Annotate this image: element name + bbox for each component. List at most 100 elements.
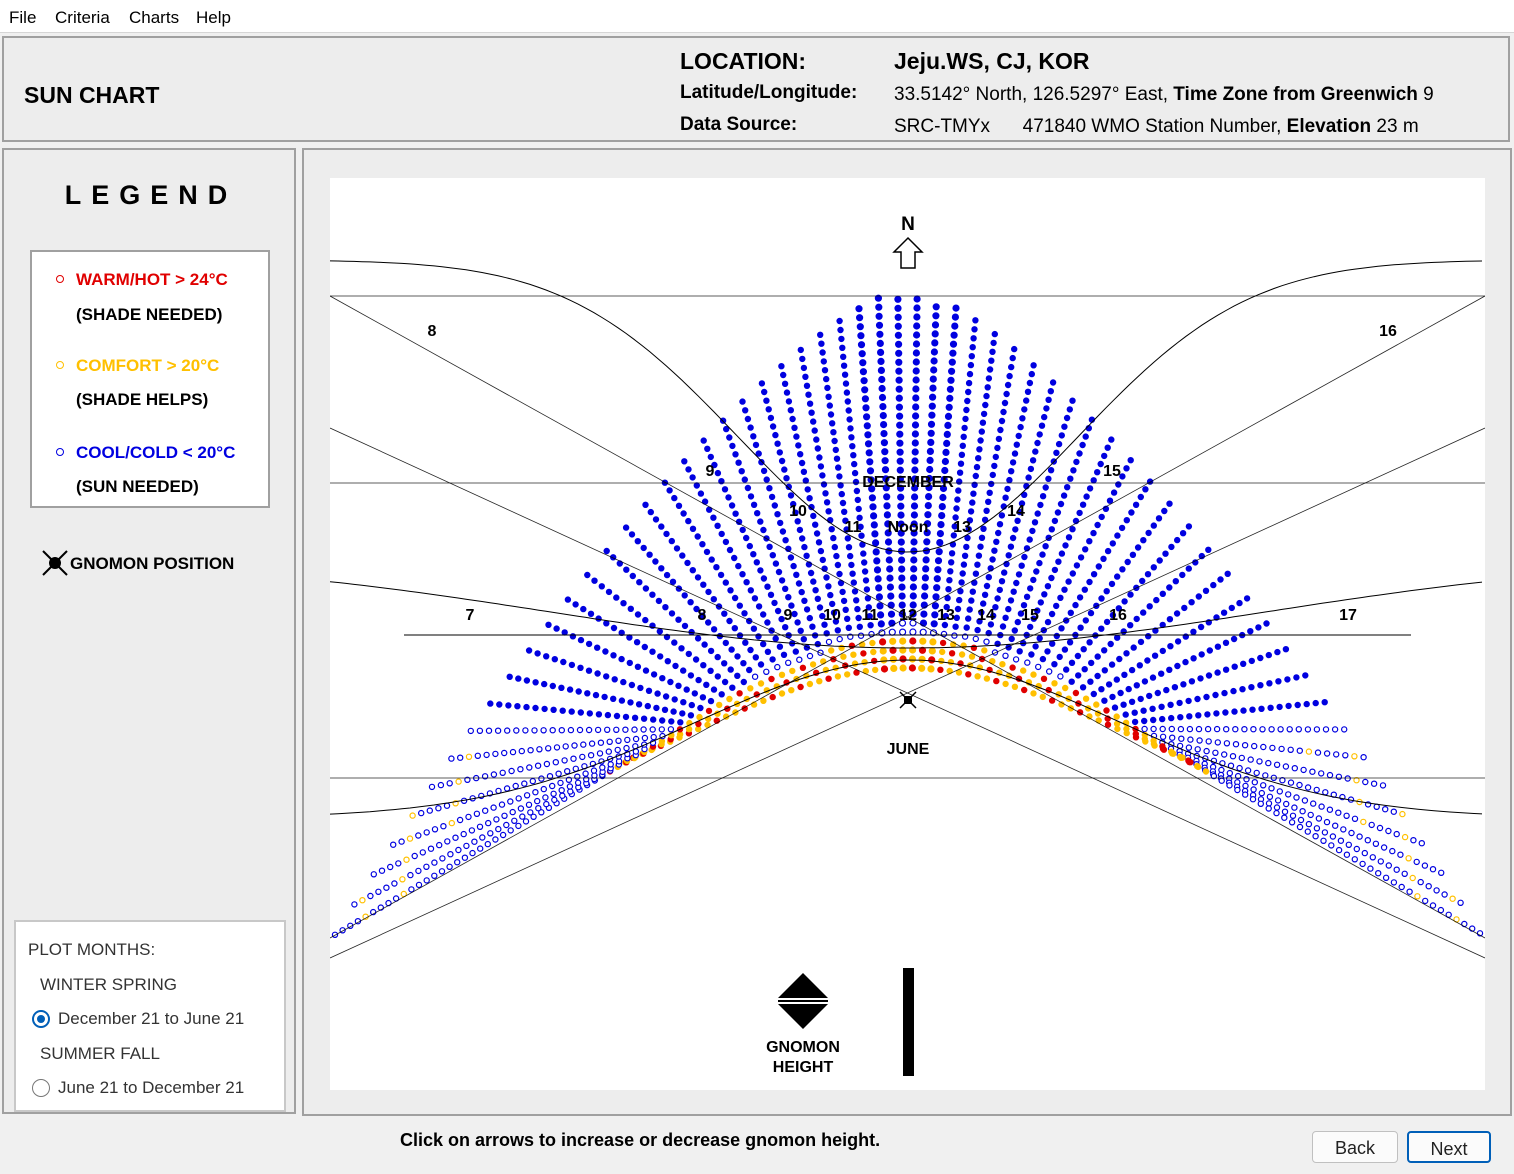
sun-position-dot	[960, 433, 967, 440]
sun-position-dot	[772, 635, 779, 642]
sun-position-dot	[826, 402, 833, 409]
sun-position-dot	[910, 520, 918, 528]
sun-position-dot	[1231, 663, 1238, 670]
sun-position-dot	[1210, 772, 1218, 780]
sun-position-dot	[1393, 830, 1400, 838]
sun-position-dot	[1162, 550, 1169, 557]
sun-position-dot	[1021, 686, 1028, 694]
gnomon-height-up-arrow-icon[interactable]	[778, 973, 828, 998]
sun-position-dot	[512, 782, 519, 790]
sun-position-dot	[760, 526, 767, 534]
sun-position-dot	[848, 561, 855, 569]
sun-position-dot	[699, 541, 706, 548]
radio-dec-jun[interactable]	[32, 1010, 50, 1028]
sun-position-dot	[558, 684, 565, 691]
menu-charts[interactable]: Charts	[129, 8, 180, 27]
sun-position-dot	[955, 669, 963, 676]
sun-position-dot	[882, 475, 890, 483]
sun-position-dot	[566, 686, 574, 693]
sun-position-dot	[1174, 638, 1182, 645]
sun-position-dot	[1074, 652, 1082, 660]
sun-position-dot	[913, 304, 921, 312]
sun-position-dot	[841, 371, 849, 378]
menu-file[interactable]: File	[9, 8, 37, 27]
sun-position-dot	[939, 648, 946, 656]
sun-position-dot	[523, 677, 531, 684]
sun-position-dot	[615, 737, 622, 745]
sun-position-dot	[635, 701, 643, 708]
sun-position-dot	[1076, 509, 1083, 517]
sun-position-dot	[782, 585, 789, 592]
sun-position-dot	[816, 678, 823, 685]
sun-position-dot	[658, 726, 665, 733]
sun-position-dot	[1119, 473, 1126, 480]
sun-position-dot	[736, 690, 743, 697]
gnomon-height-down-arrow-icon[interactable]	[778, 1004, 828, 1029]
sun-position-dot	[1151, 742, 1158, 749]
sun-position-dot	[1401, 833, 1409, 841]
sun-position-dot	[889, 646, 897, 654]
sun-position-dot	[1397, 851, 1404, 858]
sun-position-dot	[933, 575, 941, 583]
sun-position-dot	[1113, 676, 1121, 683]
sun-position-dot	[744, 484, 752, 492]
december-hour-label: 11	[845, 519, 862, 536]
sun-position-dot	[549, 682, 556, 690]
sun-position-dot	[1389, 847, 1396, 855]
sun-position-dot	[657, 653, 664, 660]
sun-position-dot	[800, 636, 807, 643]
sun-position-dot	[995, 435, 1003, 443]
sun-position-dot	[792, 509, 799, 516]
sun-position-dot	[896, 457, 904, 465]
sun-position-dot	[946, 385, 955, 393]
sun-position-dot	[669, 578, 677, 585]
sun-position-dot	[1187, 759, 1194, 766]
sun-position-dot	[566, 783, 574, 790]
sun-position-dot	[1381, 806, 1389, 813]
option-jun-dec[interactable]: June 21 to December 21	[58, 1078, 245, 1097]
sun-position-dot	[1002, 614, 1009, 621]
sun-position-dot	[908, 664, 917, 672]
menu-help[interactable]: Help	[196, 8, 231, 27]
sun-position-dot	[1047, 387, 1055, 395]
sun-position-dot	[375, 888, 382, 896]
sun-position-dot	[408, 886, 415, 893]
sun-position-dot	[1437, 869, 1445, 877]
sun-position-dot	[707, 453, 714, 461]
sun-position-dot	[1177, 714, 1184, 721]
sun-position-dot	[595, 615, 602, 622]
sun-position-dot	[1236, 599, 1243, 607]
sun-position-dot	[721, 486, 729, 493]
sun-position-dot	[546, 773, 554, 780]
sun-position-dot	[1374, 870, 1382, 877]
menu-criteria[interactable]: Criteria	[55, 8, 110, 27]
instruction-text: Click on arrows to increase or decrease …	[400, 1130, 881, 1150]
sun-position-dot	[964, 397, 971, 405]
sun-position-dot	[492, 836, 499, 843]
equinox-hour-label: 16	[1109, 607, 1127, 624]
sun-position-dot	[806, 680, 814, 688]
option-dec-jun[interactable]: December 21 to June 21	[58, 1009, 245, 1028]
back-button[interactable]: Back	[1312, 1131, 1398, 1163]
sun-position-dot	[767, 414, 775, 422]
sun-position-dot	[627, 605, 634, 612]
sun-position-dot	[847, 552, 854, 560]
sun-position-dot	[1213, 710, 1220, 717]
sun-position-dot	[1356, 833, 1363, 840]
sun-position-dot	[640, 544, 647, 552]
sun-position-dot	[763, 397, 770, 404]
sun-position-dot	[423, 877, 430, 884]
sun-position-dot	[1034, 439, 1041, 447]
sun-position-dot	[607, 761, 614, 768]
sun-position-dot	[1061, 646, 1069, 653]
sun-position-dot	[626, 659, 633, 667]
sun-position-dot	[1065, 534, 1073, 541]
sun-position-dot	[835, 464, 842, 471]
next-button[interactable]: Next	[1407, 1131, 1491, 1163]
radio-jun-dec[interactable]	[32, 1079, 50, 1097]
sun-position-dot	[527, 747, 534, 754]
sun-position-dot	[606, 738, 613, 746]
sun-position-dot	[652, 558, 659, 565]
sun-position-dot	[1220, 609, 1228, 616]
sun-position-dot	[1094, 469, 1101, 476]
